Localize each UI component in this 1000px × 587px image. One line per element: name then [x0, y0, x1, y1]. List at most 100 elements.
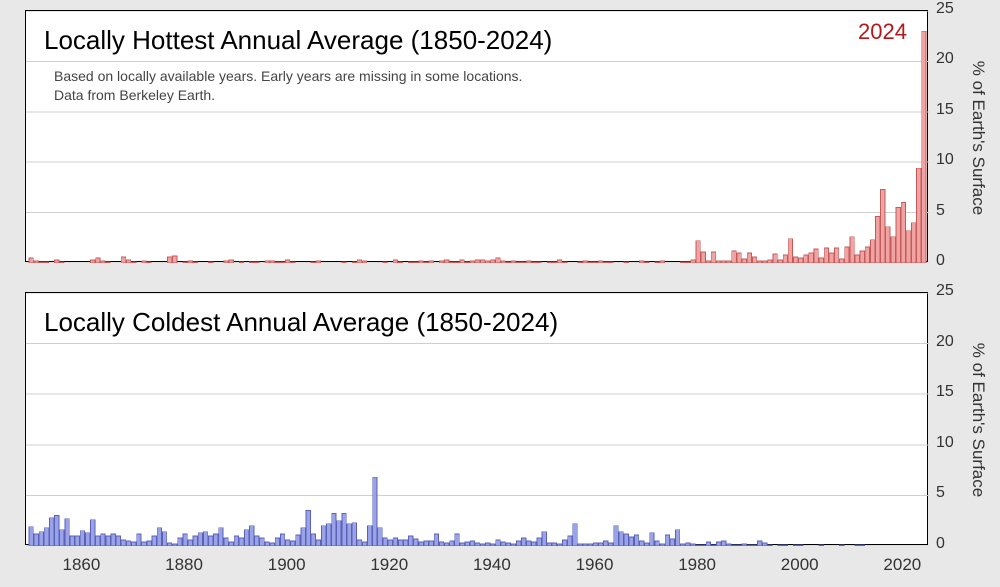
top-panel: Locally Hottest Annual Average (1850-202…: [25, 10, 928, 262]
bar-1851: [34, 261, 38, 263]
bar-1952: [552, 543, 556, 546]
bar-1888: [224, 261, 228, 263]
bar-1983: [711, 252, 715, 263]
bar-2004: [819, 545, 823, 546]
bar-1944: [511, 544, 515, 546]
bar-1878: [173, 256, 177, 263]
bar-1952: [552, 262, 556, 263]
bar-1943: [506, 543, 510, 546]
bar-1948: [532, 262, 536, 263]
bar-1926: [419, 542, 423, 546]
bar-1934: [460, 260, 464, 263]
bar-1937: [475, 543, 479, 546]
bottom-panel: Locally Coldest Annual Average (1850-202…: [25, 292, 928, 545]
bar-1930: [439, 542, 443, 546]
bar-1962: [604, 262, 608, 263]
bar-1971: [650, 533, 654, 546]
y-tick-label: 15: [936, 101, 966, 119]
bar-1923: [403, 540, 407, 546]
y-tick-label: 15: [936, 383, 966, 401]
bar-1945: [516, 541, 520, 546]
bar-1925: [414, 539, 418, 546]
bar-1868: [121, 257, 125, 263]
bar-1944: [511, 261, 515, 263]
bar-1905: [311, 534, 315, 546]
y-tick-label: 10: [936, 434, 966, 452]
bar-1858: [70, 536, 74, 546]
x-tick-label: 1860: [63, 555, 101, 575]
bar-1935: [465, 542, 469, 546]
bar-1852: [39, 262, 43, 263]
bar-1897: [270, 261, 274, 263]
bar-1908: [327, 524, 331, 546]
bar-1910: [337, 521, 341, 546]
bar-1882: [193, 262, 197, 263]
bar-1947: [527, 261, 531, 263]
bar-1850: [29, 258, 33, 263]
bar-1875: [157, 528, 161, 546]
bar-1982: [706, 261, 710, 263]
bar-2006: [829, 253, 833, 263]
top-subnote-line1: Based on locally available years. Early …: [54, 68, 522, 84]
bar-1999: [793, 257, 797, 263]
x-tick-label: 1960: [576, 555, 614, 575]
bar-1990: [747, 253, 751, 263]
bar-1932: [450, 541, 454, 546]
bar-2022: [911, 223, 915, 263]
bar-1850: [29, 527, 33, 546]
bar-2000: [799, 545, 803, 546]
bar-1870: [132, 542, 136, 546]
bar-1857: [65, 519, 69, 546]
bar-1977: [681, 544, 685, 546]
bar-1973: [660, 544, 664, 546]
bar-1989: [742, 259, 746, 263]
bar-1950: [542, 532, 546, 546]
bar-1899: [280, 534, 284, 546]
bar-2015: [876, 217, 880, 263]
bar-1864: [101, 534, 105, 546]
bar-1948: [532, 542, 536, 546]
bar-1937: [475, 260, 479, 263]
bar-2016: [881, 189, 885, 263]
bar-1958: [583, 544, 587, 546]
bar-2010: [850, 237, 854, 263]
bar-1975: [670, 539, 674, 546]
bar-1951: [547, 262, 551, 263]
bar-1929: [434, 534, 438, 546]
bar-1966: [624, 534, 628, 546]
bar-1874: [152, 536, 156, 546]
bar-1859: [75, 536, 79, 546]
bar-1945: [516, 262, 520, 263]
bar-1947: [527, 541, 531, 546]
bar-1882: [193, 536, 197, 546]
bar-1991: [752, 257, 756, 263]
bar-1873: [147, 541, 151, 546]
bar-1985: [722, 541, 726, 546]
bar-1853: [44, 262, 48, 263]
bar-1898: [275, 262, 279, 263]
bar-1872: [142, 261, 146, 263]
y-tick-label: 20: [936, 50, 966, 68]
bar-1883: [198, 533, 202, 546]
bar-1986: [727, 261, 731, 263]
bar-1925: [414, 262, 418, 263]
bar-1881: [188, 261, 192, 263]
bar-1876: [162, 532, 166, 546]
bar-1997: [783, 255, 787, 263]
bar-1900: [285, 260, 289, 263]
bar-1949: [537, 538, 541, 546]
bar-1951: [547, 543, 551, 546]
bar-1980: [696, 241, 700, 263]
bar-1936: [470, 541, 474, 546]
x-tick-label: 1920: [370, 555, 408, 575]
bar-1897: [270, 543, 274, 546]
bar-1986: [727, 544, 731, 546]
bar-1877: [167, 543, 171, 546]
bar-1949: [537, 262, 541, 263]
bar-1900: [285, 540, 289, 546]
bar-2020: [901, 203, 905, 263]
bar-2008: [840, 259, 844, 263]
bar-2011: [855, 545, 859, 546]
bar-1912: [347, 524, 351, 546]
x-tick-label: 1880: [165, 555, 203, 575]
